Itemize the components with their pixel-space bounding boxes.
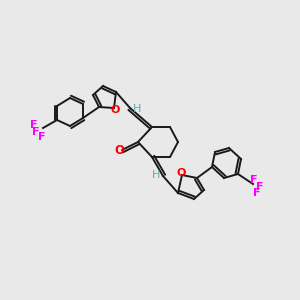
Text: H: H <box>152 170 160 180</box>
Text: F: F <box>253 188 261 198</box>
Text: O: O <box>110 105 120 115</box>
Text: F: F <box>250 175 258 185</box>
Text: F: F <box>38 132 46 142</box>
Text: H: H <box>133 104 141 114</box>
Text: O: O <box>176 168 186 178</box>
Text: F: F <box>32 127 40 137</box>
Text: O: O <box>114 143 124 157</box>
Text: F: F <box>30 120 38 130</box>
Text: F: F <box>256 182 264 192</box>
